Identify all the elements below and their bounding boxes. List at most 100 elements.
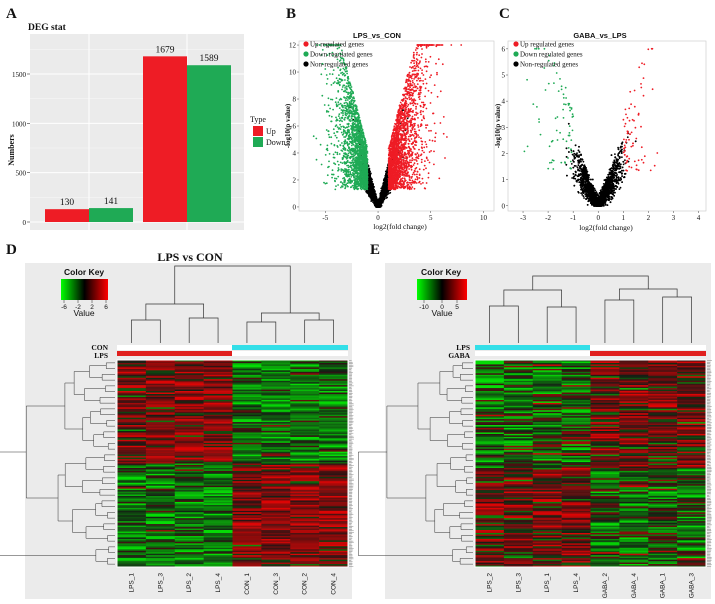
point-up <box>411 175 413 178</box>
point-down <box>334 188 337 191</box>
point-down <box>340 112 343 114</box>
point-down <box>336 146 339 148</box>
point-non <box>386 190 389 193</box>
point-down <box>350 176 353 178</box>
point-non <box>377 203 380 206</box>
point-down <box>326 149 329 152</box>
point-down <box>341 185 344 188</box>
point-down <box>315 137 318 140</box>
point-up <box>411 165 414 168</box>
point-up <box>431 139 434 142</box>
point-down <box>330 120 333 123</box>
point-down <box>327 133 330 136</box>
point-up <box>419 67 422 70</box>
point-down <box>339 161 342 164</box>
point-non <box>381 186 384 189</box>
point-down <box>351 115 354 118</box>
point-down <box>330 136 333 139</box>
point-down <box>340 168 343 171</box>
legend-swatch-up <box>253 126 263 136</box>
point-up <box>414 67 417 70</box>
point-up <box>406 157 408 160</box>
point-up <box>409 66 411 68</box>
point-up <box>411 84 414 87</box>
point-up <box>425 45 428 48</box>
panel-label-a: A <box>6 6 17 22</box>
point-down <box>332 173 334 176</box>
point-non <box>373 195 376 198</box>
point-down <box>345 157 348 160</box>
point-up <box>411 80 414 82</box>
point-down <box>325 182 328 185</box>
point-down <box>326 78 329 80</box>
point-down <box>353 175 355 178</box>
point-down <box>345 87 348 90</box>
point-down <box>343 181 346 184</box>
point-down <box>347 166 350 169</box>
point-up <box>411 99 413 102</box>
point-up <box>413 83 416 85</box>
point-down <box>341 162 344 165</box>
point-down <box>336 153 339 156</box>
point-down <box>329 107 331 110</box>
point-down <box>334 179 336 182</box>
point-down <box>350 92 353 95</box>
point-down <box>338 117 341 120</box>
point-down <box>315 158 318 161</box>
point-up <box>420 79 422 82</box>
point-down <box>341 71 344 74</box>
point-up <box>444 157 446 159</box>
point-down <box>353 110 356 113</box>
point-down <box>320 73 323 76</box>
point-up <box>414 144 416 146</box>
point-down <box>338 107 341 109</box>
point-down <box>349 186 352 189</box>
point-down <box>347 77 349 80</box>
point-down <box>337 101 340 104</box>
point-down <box>342 171 345 174</box>
point-non <box>385 182 388 184</box>
point-up <box>407 103 410 106</box>
point-down <box>346 111 349 113</box>
point-down <box>343 142 346 145</box>
point-up <box>428 139 431 142</box>
point-down <box>366 150 369 153</box>
point-non <box>368 191 371 194</box>
point-down <box>338 83 341 86</box>
point-down <box>341 120 343 123</box>
bar-down <box>89 208 133 222</box>
point-non <box>370 172 372 175</box>
point-down <box>337 167 340 169</box>
point-non <box>382 200 385 203</box>
point-down <box>334 101 337 104</box>
point-up <box>422 106 425 109</box>
point-down <box>344 97 346 99</box>
point-down <box>349 179 352 182</box>
point-up <box>414 178 417 181</box>
y-tick-label: 500 <box>16 170 27 178</box>
point-up <box>424 95 426 98</box>
point-up <box>406 105 409 108</box>
point-up <box>420 183 422 185</box>
point-down <box>332 108 334 111</box>
point-down <box>332 128 335 131</box>
point-up <box>421 147 423 150</box>
point-up <box>407 82 409 85</box>
point-non <box>378 201 381 203</box>
bar-up <box>143 56 187 222</box>
point-up <box>391 137 393 140</box>
point-up <box>421 119 423 122</box>
point-up <box>414 69 417 72</box>
point-up <box>416 173 418 176</box>
point-non <box>381 201 384 204</box>
point-down <box>351 119 354 122</box>
point-up <box>417 126 420 128</box>
point-down <box>350 112 353 115</box>
point-non <box>384 176 387 179</box>
point-down <box>348 161 351 164</box>
point-down <box>344 99 347 102</box>
point-up <box>415 53 418 56</box>
point-up <box>425 143 428 146</box>
point-down <box>344 104 347 107</box>
